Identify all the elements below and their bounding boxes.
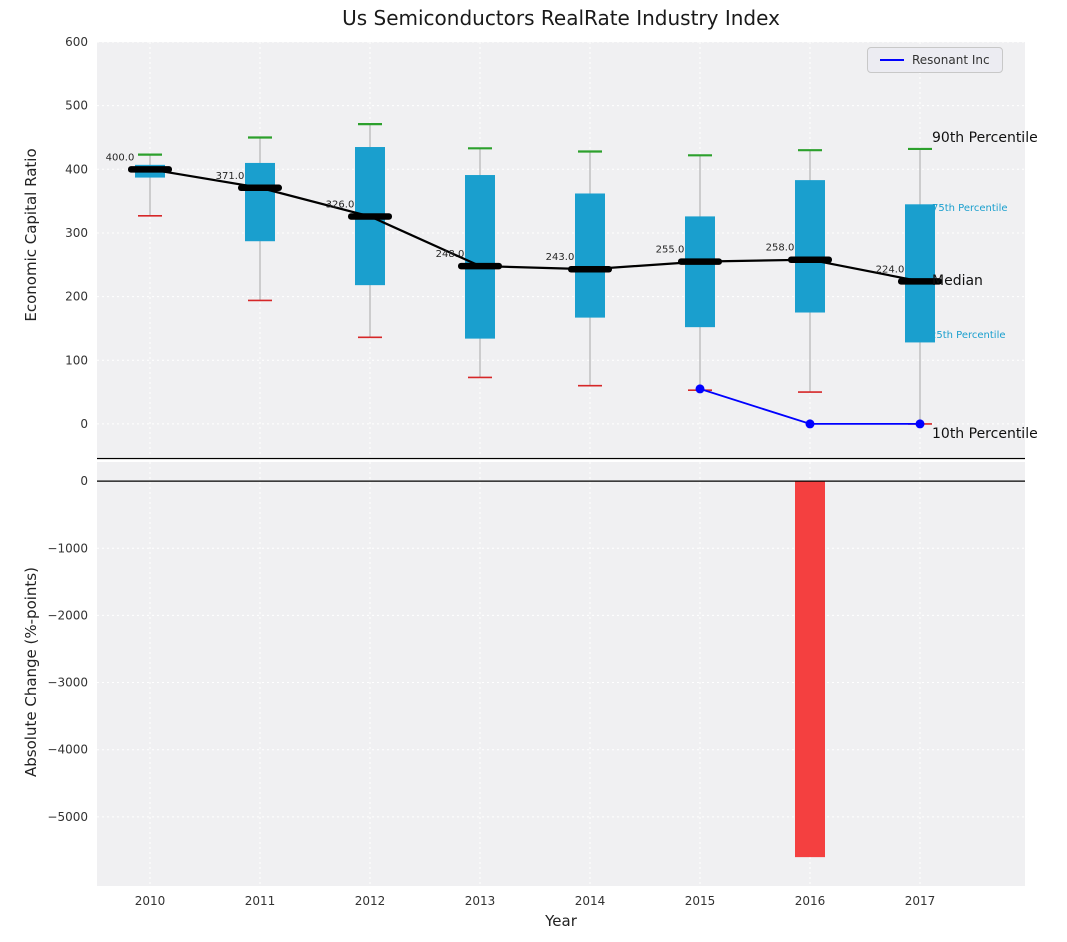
ytick-label-top: 200	[65, 290, 88, 304]
iqr-box	[465, 175, 495, 339]
xlabel: Year	[545, 912, 577, 930]
median-value-label: 371.0	[216, 171, 245, 182]
box-group-2015	[685, 154, 715, 391]
xtick-label: 2015	[685, 894, 716, 908]
bottom-ylabel: Absolute Change (%-points)	[22, 567, 40, 777]
iqr-box	[245, 162, 275, 242]
legend-line-sample	[880, 59, 904, 61]
iqr-box	[575, 193, 605, 318]
annotation-median: Median	[932, 273, 983, 289]
annotation-75th-percentile: 75th Percentile	[932, 203, 1008, 214]
resonant-marker	[695, 384, 705, 394]
annotation-25th-percentile: 25th Percentile	[930, 330, 1006, 341]
median-value-label: 255.0	[656, 245, 685, 256]
ytick-label-top: 0	[80, 417, 88, 431]
ytick-label-bottom: −2000	[47, 608, 88, 622]
bottom-axes-bg	[97, 462, 1025, 886]
xtick-label: 2017	[905, 894, 936, 908]
iqr-box	[905, 204, 935, 343]
ytick-label-bottom: −3000	[47, 676, 88, 690]
ytick-label-top: 500	[65, 99, 88, 113]
ytick-label-bottom: 0	[80, 474, 88, 488]
median-marker	[898, 278, 942, 285]
box-group-2017	[905, 147, 935, 425]
ytick-label-bottom: −1000	[47, 541, 88, 555]
box-group-2016	[795, 149, 825, 393]
top-ylabel: Economic Capital Ratio	[22, 148, 40, 322]
annotation-90th-percentile: 90th Percentile	[932, 130, 1038, 146]
median-value-label: 243.0	[546, 252, 575, 263]
xtick-label: 2010	[135, 894, 166, 908]
ytick-label-bottom: −4000	[47, 743, 88, 757]
xtick-label: 2011	[245, 894, 276, 908]
median-value-label: 258.0	[766, 243, 795, 254]
legend: Resonant Inc	[867, 47, 1003, 73]
ytick-label-top: 100	[65, 353, 88, 367]
xtick-label: 2014	[575, 894, 606, 908]
legend-label: Resonant Inc	[912, 53, 990, 67]
iqr-box	[685, 216, 715, 328]
xtick-label: 2016	[795, 894, 826, 908]
top-axes-bg	[97, 42, 1025, 457]
median-marker	[678, 258, 722, 265]
xtick-label: 2012	[355, 894, 386, 908]
median-marker	[348, 213, 392, 220]
median-marker	[128, 166, 172, 173]
iqr-box	[795, 180, 825, 313]
box-group-2014	[575, 150, 605, 387]
median-value-label: 326.0	[326, 199, 355, 210]
median-value-label: 400.0	[106, 152, 135, 163]
box-group-2013	[465, 147, 495, 379]
box-group-2011	[245, 136, 275, 302]
top-axes: 0 100 200 300 400 500 600 400.0 371.0 326.0 248.0 2…	[65, 35, 1025, 457]
annotation-10th-percentile: 10th Percentile	[932, 426, 1038, 442]
xtick-label: 2013	[465, 894, 496, 908]
median-marker	[238, 184, 282, 192]
ytick-label-top: 300	[65, 226, 88, 240]
resonant-marker	[915, 419, 925, 429]
chart-title: Us Semiconductors RealRate Industry Inde…	[342, 6, 780, 30]
median-marker	[458, 262, 502, 270]
bottom-axes: 0 −1000 −2000 −3000 −4000 −5000 2010 2011 2012 20…	[47, 462, 1025, 908]
ytick-label-top: 400	[65, 162, 88, 176]
resonant-marker	[805, 419, 815, 429]
median-value-label: 248.0	[436, 249, 465, 260]
change-bar-2016	[795, 481, 825, 858]
ytick-label-bottom: −5000	[47, 810, 88, 824]
median-marker	[568, 266, 612, 273]
ytick-label-top: 600	[65, 35, 88, 49]
median-value-label: 224.0	[876, 264, 905, 275]
median-marker	[788, 256, 832, 263]
